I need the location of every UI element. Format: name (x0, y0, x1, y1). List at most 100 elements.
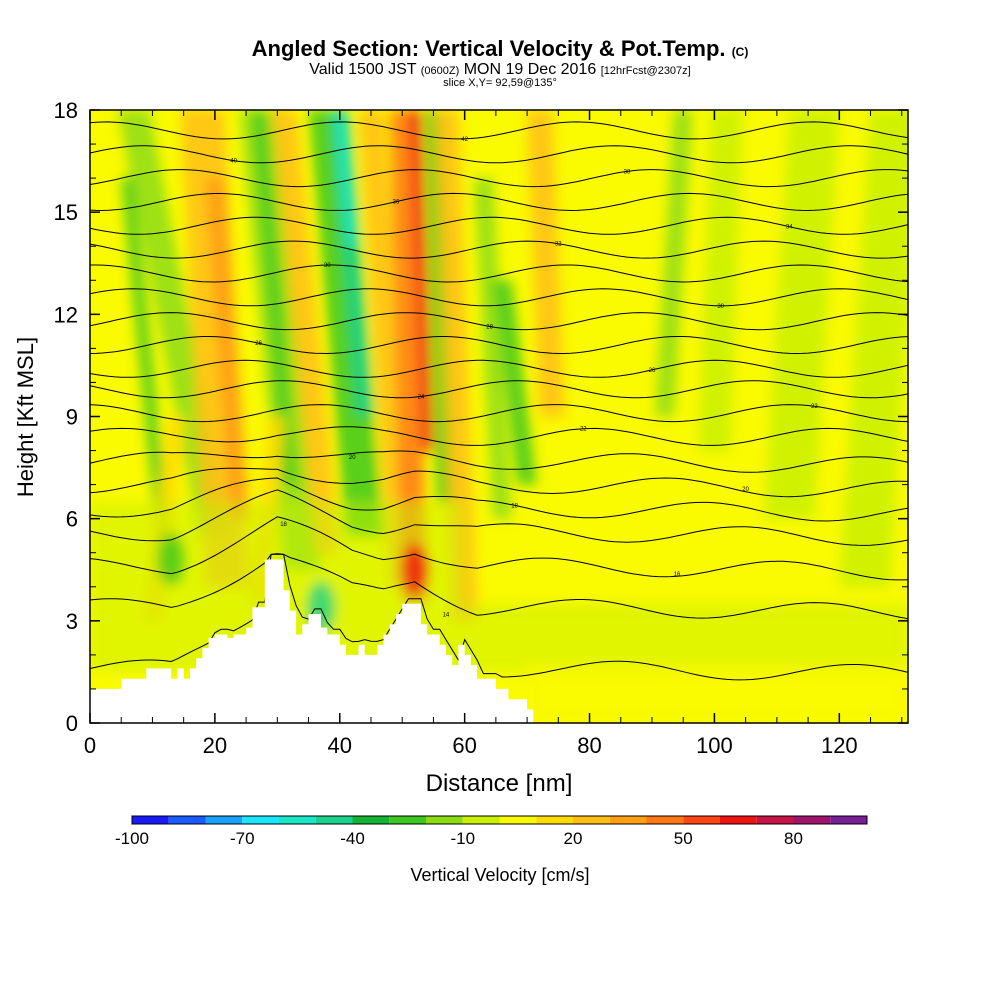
velocity-plume (205, 178, 250, 519)
theta-contour-label: 22 (811, 404, 818, 410)
theta-contour-line (90, 426, 908, 446)
velocity-plume (252, 110, 297, 485)
x-tick-label: 80 (577, 733, 601, 758)
y-axis-label: Height [Kft MSL] (13, 337, 38, 497)
colorbar-swatch (536, 816, 573, 824)
colorbar-tick-label: 50 (674, 829, 693, 848)
colorbar-swatch (242, 816, 279, 824)
velocity-plume (121, 178, 172, 553)
velocity-plume (308, 110, 384, 536)
velocity-cell (157, 533, 186, 586)
theta-contour-label: 26 (255, 341, 262, 347)
theta-contour-label: 28 (486, 324, 493, 330)
theta-contour-label: 40 (230, 159, 237, 165)
valid-time: Valid 1500 JST (309, 61, 417, 78)
y-tick-label: 15 (54, 200, 78, 225)
colorbar-swatch (205, 816, 243, 824)
plot-area: 1214161818202022222426262830303234363840… (90, 110, 908, 723)
x-tick-label: 100 (696, 733, 733, 758)
theta-contours: 1214161818202022222426262830303234363840… (90, 121, 908, 681)
colorbar-tick-label: -40 (340, 829, 365, 848)
theta-contour-label: 18 (511, 503, 518, 509)
theta-contour-line (90, 553, 908, 620)
theta-contour-label: 14 (443, 613, 450, 619)
colorbar-tick-label: -70 (230, 829, 255, 848)
theta-contour-line (90, 169, 908, 188)
velocity-plume (492, 280, 537, 485)
chart-title-mark: (C) (731, 45, 749, 59)
theta-contour-line (90, 121, 908, 140)
colorbar-swatch (793, 816, 831, 824)
theta-contour-label: 18 (280, 522, 287, 528)
x-tick-label: 20 (203, 733, 227, 758)
colorbar-swatch (352, 816, 390, 824)
terrain-mask (90, 559, 534, 723)
theta-contour-line (90, 516, 908, 581)
colorbar-swatch (132, 816, 169, 824)
theta-contour-line (90, 450, 908, 473)
colorbar-swatch (426, 816, 463, 824)
colorbar-tick-label: -10 (450, 829, 475, 848)
x-tick-label: 0 (84, 733, 96, 758)
colorbar-swatch (499, 816, 537, 824)
theta-contour-line (90, 380, 908, 399)
theta-contour-line (90, 192, 908, 212)
colorbar-tick-label: 80 (784, 829, 803, 848)
y-tick-label: 9 (66, 405, 78, 430)
velocity-band (527, 661, 908, 723)
theta-contour-line (90, 553, 908, 681)
slice-info: slice X,Y= 92,59@135° (443, 77, 557, 89)
x-tick-label: 120 (821, 733, 858, 758)
velocity-plume (474, 178, 512, 519)
valid-utc: (0600Z) (420, 65, 460, 77)
y-tick-label: 3 (66, 609, 78, 634)
colorbar-tick-label: -100 (115, 829, 149, 848)
colorbar-swatch (830, 816, 867, 824)
colorbar-swatch (315, 816, 353, 824)
velocity-plume (655, 110, 693, 417)
theta-contour-line (90, 336, 908, 355)
theta-contour-label: 16 (674, 572, 681, 578)
forecast-run: [12hrFcst@2307z] (600, 65, 691, 77)
theta-contour-line (90, 216, 908, 235)
chart-title: Angled Section: Vertical Velocity & Pot.… (0, 36, 1000, 62)
colorbar-swatch (683, 816, 720, 824)
colorbar-swatch (720, 816, 757, 824)
colorbar: -100 -70 -40 -10 20 50 80 (115, 815, 868, 848)
x-tick-label: 40 (328, 733, 352, 758)
theta-contour-line (90, 240, 908, 259)
velocity-plume (839, 110, 908, 587)
theta-contour-label: 22 (580, 427, 587, 433)
y-tick-label: 12 (54, 302, 78, 327)
colorbar-swatch (609, 816, 647, 824)
theta-contour-line (90, 477, 908, 522)
theta-contour-label: 38 (624, 169, 631, 175)
chart-subtitle: Valid 1500 JST (0600Z) MON 19 Dec 2016 [… (0, 61, 1000, 79)
theta-contour-label: 36 (393, 200, 400, 206)
colorbar-frame (131, 815, 868, 825)
theta-contour-line (90, 264, 908, 283)
velocity-plume (333, 110, 359, 247)
theta-contour-line (90, 404, 908, 423)
colorbar-tick-label: 20 (564, 829, 583, 848)
theta-contour-line (90, 467, 908, 498)
colorbar-label: Vertical Velocity [cm/s] (410, 865, 589, 885)
theta-contour-line (90, 288, 908, 307)
colorbar-swatch (279, 816, 316, 824)
colorbar-swatch (756, 816, 794, 824)
x-axis-label: Distance [nm] (426, 770, 573, 797)
theta-contour-label: 42 (461, 137, 468, 143)
theta-contour-label: 20 (742, 487, 749, 493)
theta-contour-line (90, 359, 908, 378)
theta-contour-label: 26 (649, 368, 656, 374)
y-tick-label: 18 (54, 98, 78, 123)
velocity-plume (433, 110, 478, 621)
colorbar-swatch (168, 816, 206, 824)
theta-contour-line (90, 489, 908, 546)
y-tick-label: 0 (66, 711, 78, 736)
theta-contour-label: 20 (349, 455, 356, 461)
theta-contour-label: 30 (324, 263, 331, 269)
velocity-plume (764, 110, 840, 519)
